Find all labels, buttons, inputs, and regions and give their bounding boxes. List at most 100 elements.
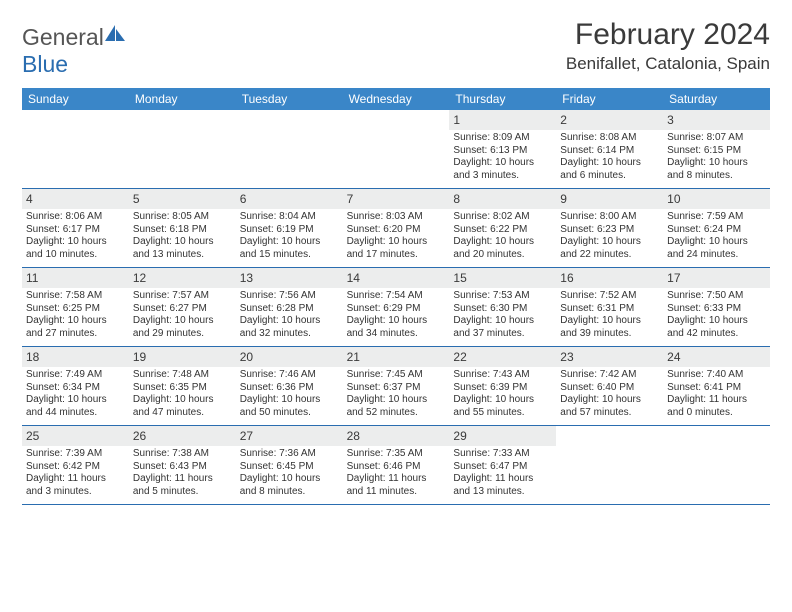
day-number: 24 [667,350,680,364]
weekday-header-row: SundayMondayTuesdayWednesdayThursdayFrid… [22,88,770,110]
daylight-text: Daylight: 10 hours and 42 minutes. [667,315,766,340]
sunset-text: Sunset: 6:30 PM [453,303,552,316]
weekday-header: Wednesday [343,88,450,110]
day-number-row: 7 [343,189,450,209]
daylight-text: Daylight: 10 hours and 37 minutes. [453,315,552,340]
title-block: February 2024 Benifallet, Catalonia, Spa… [566,18,770,74]
day-number: 13 [240,271,253,285]
day-cell [22,110,129,188]
day-cell: 20 Sunrise: 7:46 AMSunset: 6:36 PMDayligh… [236,347,343,425]
day-cell: 22Sunrise: 7:43 AMSunset: 6:39 PMDayligh… [449,347,556,425]
day-details: Sunrise: 8:08 AMSunset: 6:14 PMDaylight:… [560,132,659,182]
sunrise-text: Sunrise: 8:06 AM [26,211,125,224]
day-details: Sunrise: 7:39 AMSunset: 6:42 PMDaylight:… [26,448,125,498]
day-number: 9 [560,192,567,206]
sunset-text: Sunset: 6:45 PM [240,461,339,474]
sunset-text: Sunset: 6:37 PM [347,382,446,395]
sunrise-text: Sunrise: 7:42 AM [560,369,659,382]
day-details: Sunrise: 8:05 AMSunset: 6:18 PMDaylight:… [133,211,232,261]
day-number: 26 [133,429,146,443]
day-details: Sunrise: 7:46 AMSunset: 6:36 PMDaylight:… [240,369,339,419]
sunrise-text: Sunrise: 7:35 AM [347,448,446,461]
sunrise-text: Sunrise: 8:00 AM [560,211,659,224]
day-number: 7 [347,192,354,206]
sunset-text: Sunset: 6:25 PM [26,303,125,316]
day-number: 4 [26,192,33,206]
location: Benifallet, Catalonia, Spain [566,54,770,74]
day-number-row: 10 [663,189,770,209]
day-number: 11 [26,271,38,285]
sunset-text: Sunset: 6:41 PM [667,382,766,395]
day-details: Sunrise: 7:56 AMSunset: 6:28 PMDaylight:… [240,290,339,340]
sunrise-text: Sunrise: 7:33 AM [453,448,552,461]
daylight-text: Daylight: 10 hours and 15 minutes. [240,236,339,261]
day-number-row: 26 [129,426,236,446]
day-number-row: 5 [129,189,236,209]
day-number: 23 [560,350,573,364]
sunset-text: Sunset: 6:28 PM [240,303,339,316]
daylight-text: Daylight: 10 hours and 50 minutes. [240,394,339,419]
day-cell [129,110,236,188]
day-number-row: 14 [343,268,450,288]
day-number-row: 11 [22,268,129,288]
daylight-text: Daylight: 10 hours and 8 minutes. [240,473,339,498]
day-number: 15 [453,271,466,285]
daylight-text: Daylight: 10 hours and 29 minutes. [133,315,232,340]
daylight-text: Daylight: 10 hours and 13 minutes. [133,236,232,261]
day-details: Sunrise: 8:00 AMSunset: 6:23 PMDaylight:… [560,211,659,261]
day-number-row: 16 [556,268,663,288]
day-details: Sunrise: 7:52 AMSunset: 6:31 PMDaylight:… [560,290,659,340]
daylight-text: Daylight: 10 hours and 6 minutes. [560,157,659,182]
sunset-text: Sunset: 6:22 PM [453,224,552,237]
day-number: 10 [667,192,680,206]
day-cell: 25 Sunrise: 7:39 AMSunset: 6:42 PMDayligh… [22,426,129,504]
day-details: Sunrise: 7:53 AMSunset: 6:30 PMDaylight:… [453,290,552,340]
sunrise-text: Sunrise: 7:45 AM [347,369,446,382]
sunset-text: Sunset: 6:36 PM [240,382,339,395]
day-number: 29 [453,429,466,443]
sunset-text: Sunset: 6:40 PM [560,382,659,395]
day-number: 20 [240,350,253,364]
sunset-text: Sunset: 6:35 PM [133,382,232,395]
day-cell: 12Sunrise: 7:57 AMSunset: 6:27 PMDayligh… [129,268,236,346]
day-number: 2 [560,113,567,127]
sunset-text: Sunset: 6:19 PM [240,224,339,237]
day-details: Sunrise: 8:09 AMSunset: 6:13 PMDaylight:… [453,132,552,182]
calendar-page: General Blue February 2024 Benifallet, C… [0,0,792,505]
daylight-text: Daylight: 10 hours and 44 minutes. [26,394,125,419]
sunset-text: Sunset: 6:24 PM [667,224,766,237]
day-details: Sunrise: 8:06 AMSunset: 6:17 PMDaylight:… [26,211,125,261]
day-details: Sunrise: 7:40 AMSunset: 6:41 PMDaylight:… [667,369,766,419]
sunrise-text: Sunrise: 7:36 AM [240,448,339,461]
logo-word1: General [22,24,104,50]
daylight-text: Daylight: 10 hours and 57 minutes. [560,394,659,419]
day-cell: 11Sunrise: 7:58 AMSunset: 6:25 PMDayligh… [22,268,129,346]
sunrise-text: Sunrise: 7:38 AM [133,448,232,461]
daylight-text: Daylight: 10 hours and 55 minutes. [453,394,552,419]
sunrise-text: Sunrise: 8:03 AM [347,211,446,224]
sunset-text: Sunset: 6:27 PM [133,303,232,316]
day-number-row: 13 [236,268,343,288]
day-number-row: 19 [129,347,236,367]
day-number: 14 [347,271,360,285]
day-number-row: 18 [22,347,129,367]
daylight-text: Daylight: 10 hours and 34 minutes. [347,315,446,340]
day-details: Sunrise: 7:49 AMSunset: 6:34 PMDaylight:… [26,369,125,419]
sunrise-text: Sunrise: 7:39 AM [26,448,125,461]
sunrise-text: Sunrise: 8:04 AM [240,211,339,224]
day-number-row: 20 [236,347,343,367]
sunset-text: Sunset: 6:23 PM [560,224,659,237]
sunrise-text: Sunrise: 8:02 AM [453,211,552,224]
day-cell: 18Sunrise: 7:49 AMSunset: 6:34 PMDayligh… [22,347,129,425]
daylight-text: Daylight: 10 hours and 3 minutes. [453,157,552,182]
day-details: Sunrise: 7:50 AMSunset: 6:33 PMDaylight:… [667,290,766,340]
day-number-row: 12 [129,268,236,288]
day-number: 1 [453,113,460,127]
day-number: 27 [240,429,253,443]
day-number: 25 [26,429,39,443]
day-number: 5 [133,192,140,206]
day-number: 3 [667,113,674,127]
daylight-text: Daylight: 10 hours and 8 minutes. [667,157,766,182]
day-number-row: 2 [556,110,663,130]
weeks-grid: 1 Sunrise: 8:09 AMSunset: 6:13 PMDaylight… [22,110,770,505]
